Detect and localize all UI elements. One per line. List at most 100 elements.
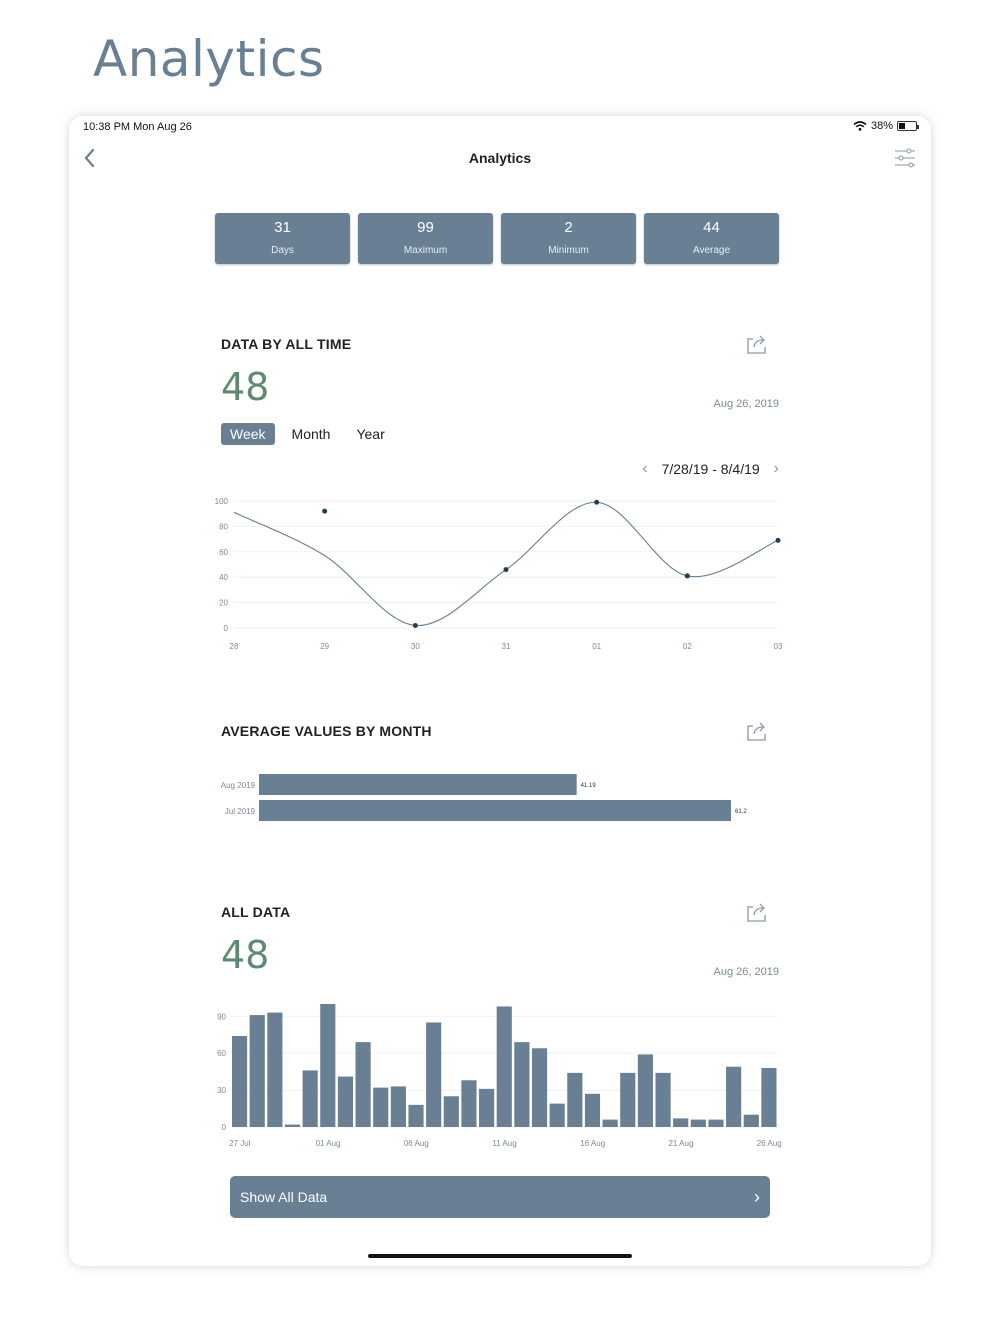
share-icon[interactable]	[745, 720, 769, 742]
bar	[302, 1070, 318, 1127]
ipad-screen: 10:38 PM Mon Aug 26 38% Analytics 31 Day…	[69, 116, 931, 1266]
bar-value-label: 61.2	[735, 809, 747, 815]
chevron-right-icon: ›	[754, 1186, 760, 1207]
x-tick-label: 27 Jul	[229, 1139, 251, 1148]
bar	[726, 1066, 742, 1127]
stat-maximum: 99 Maximum	[358, 213, 493, 264]
x-tick-label: 26 Aug	[757, 1139, 782, 1148]
x-tick-label: 11 Aug	[492, 1139, 516, 1148]
bar	[567, 1072, 583, 1127]
period-segmented-control: Week Month Year	[221, 423, 402, 445]
section-title-all-time: DATA BY ALL TIME	[221, 336, 352, 352]
bar	[232, 1035, 248, 1127]
bar	[355, 1042, 371, 1127]
y-tick-label: 0	[222, 1123, 227, 1132]
stat-label: Average	[692, 245, 731, 256]
category-label: Aug 2019	[221, 781, 256, 790]
bar	[284, 1124, 301, 1127]
bar	[531, 1048, 548, 1127]
bar	[479, 1088, 495, 1127]
y-tick-label: 20	[219, 599, 228, 608]
data-point	[503, 567, 509, 573]
bar	[390, 1086, 406, 1127]
bar	[259, 800, 731, 821]
x-tick-label: 31	[502, 642, 511, 651]
bar	[673, 1118, 689, 1127]
bar	[690, 1119, 706, 1127]
bar	[602, 1119, 618, 1127]
x-tick-label: 30	[411, 642, 420, 651]
y-tick-label: 30	[217, 1086, 226, 1095]
bar	[320, 1004, 336, 1127]
y-tick-label: 100	[215, 497, 229, 506]
x-tick-label: 01 Aug	[316, 1139, 341, 1148]
nav-title: Analytics	[468, 150, 532, 166]
chevron-right-icon[interactable]: ›	[773, 460, 779, 477]
x-tick-label: 28	[230, 642, 239, 651]
bar	[408, 1104, 424, 1127]
y-tick-label: 40	[219, 573, 228, 582]
stat-value: 31	[274, 219, 291, 236]
data-point	[684, 573, 690, 579]
data-point	[594, 499, 600, 505]
x-tick-label: 01	[592, 642, 601, 651]
x-tick-label: 21 Aug	[668, 1139, 693, 1148]
bar	[708, 1119, 724, 1127]
show-all-data-button[interactable]: Show All Data ›	[230, 1176, 770, 1218]
share-icon[interactable]	[745, 901, 769, 923]
chevron-left-icon[interactable]: ‹	[642, 460, 648, 477]
page-heading: Analytics	[93, 30, 325, 88]
stat-average: 44 Average	[644, 213, 779, 264]
bar	[337, 1076, 354, 1127]
stat-value: 99	[417, 219, 434, 236]
bar	[426, 1022, 442, 1127]
stat-days: 31 Days	[215, 213, 350, 264]
bar	[743, 1114, 759, 1127]
stat-value: 44	[703, 219, 720, 236]
bar	[514, 1042, 530, 1127]
battery-icon	[897, 121, 919, 131]
stats-row: 31 Days 99 Maximum 2 Minimum 44 Average	[215, 213, 779, 264]
stat-label: Minimum	[548, 245, 589, 256]
battery-percent: 38%	[870, 120, 893, 132]
show-all-data-label: Show All Data	[240, 1189, 328, 1205]
all-data-value: 48	[221, 933, 270, 977]
back-chevron-icon[interactable]	[79, 146, 103, 170]
status-bar: 10:38 PM Mon Aug 26 38%	[69, 116, 931, 138]
y-tick-label: 60	[217, 1049, 226, 1058]
bar	[549, 1103, 565, 1127]
bar-value-label: 41.19	[581, 783, 597, 789]
monthly-average-bar-chart: Aug 2019 41.19 Jul 2019 61.2	[221, 774, 747, 821]
data-point	[322, 508, 328, 514]
y-tick-label: 80	[219, 522, 228, 531]
stat-minimum: 2 Minimum	[501, 213, 636, 264]
category-label: Jul 2019	[225, 807, 256, 816]
bar	[461, 1080, 477, 1127]
data-point	[412, 622, 418, 628]
all-time-value: 48	[221, 365, 270, 409]
all-time-date: Aug 26, 2019	[713, 398, 779, 410]
y-tick-label: 90	[217, 1012, 226, 1021]
section-title-all-data: ALL DATA	[221, 904, 291, 920]
segment-week[interactable]: Week	[221, 423, 275, 445]
bar	[584, 1093, 601, 1127]
filter-sliders-icon[interactable]	[893, 146, 917, 170]
status-time: 10:38 PM Mon Aug 26	[83, 121, 192, 133]
segment-year[interactable]: Year	[356, 426, 385, 442]
date-range-navigator: ‹ 7/28/19 - 8/4/19 ›	[642, 460, 779, 478]
all-data-date: Aug 26, 2019	[713, 966, 779, 978]
stat-label: Days	[271, 245, 294, 256]
y-tick-label: 60	[219, 548, 228, 557]
section-title-month: AVERAGE VALUES BY MONTH	[221, 723, 432, 739]
x-tick-label: 03	[774, 642, 783, 651]
bar	[761, 1067, 777, 1127]
bar	[496, 1006, 512, 1127]
x-tick-label: 02	[683, 642, 692, 651]
bar	[655, 1072, 671, 1127]
bar	[267, 1012, 283, 1127]
bar	[620, 1072, 636, 1127]
series-line	[233, 501, 779, 627]
segment-month[interactable]: Month	[291, 426, 331, 442]
share-icon[interactable]	[745, 333, 769, 355]
bar	[373, 1087, 389, 1127]
